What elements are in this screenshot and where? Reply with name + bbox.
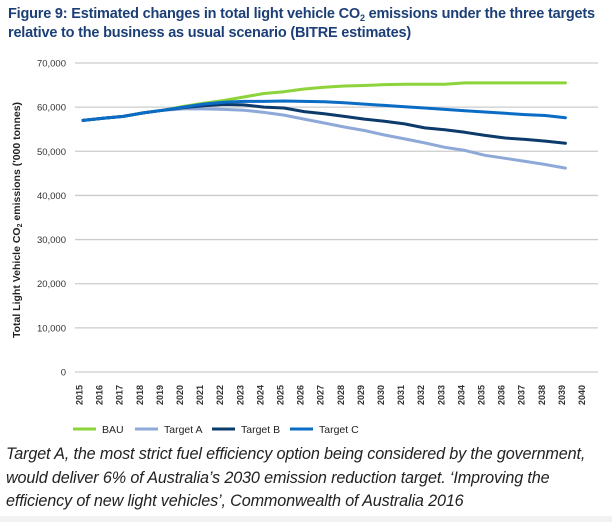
y-tick-label: 20,000 — [37, 279, 66, 290]
x-tick-label: 2023 — [235, 385, 245, 405]
x-tick-label: 2038 — [537, 385, 547, 405]
legend: BAU Target A Target B Target C — [73, 424, 359, 436]
x-tick-label: 2036 — [497, 385, 507, 405]
x-tick-label: 2015 — [75, 385, 85, 405]
y-axis-title-main: Total Light Vehicle CO — [11, 227, 23, 338]
x-tick-label: 2032 — [416, 385, 426, 405]
y-tick-label: 60,000 — [37, 103, 66, 114]
line-chart: Total Light Vehicle CO2 emissions ('000 … — [11, 59, 598, 436]
legend-item-target-a: Target A — [135, 424, 203, 436]
x-tick-labels: 2015 2016 2017 2018 2019 2020 2021 2022 2023 2024… — [75, 385, 588, 405]
footer-shade — [0, 516, 612, 522]
x-tick-label: 2037 — [517, 385, 527, 405]
legend-label: Target B — [241, 424, 280, 436]
figure-title-subscript: 2 — [359, 13, 365, 23]
x-tick-label: 2024 — [255, 385, 265, 405]
x-tick-label: 2030 — [376, 385, 386, 405]
x-tick-label: 2022 — [215, 385, 225, 405]
x-tick-label: 2020 — [175, 385, 185, 405]
x-tick-label: 2017 — [115, 385, 125, 405]
x-tick-label: 2029 — [356, 385, 366, 405]
x-tick-label: 2039 — [557, 385, 567, 405]
y-axis-title-rest: emissions ('000 tonnes) — [11, 102, 23, 224]
figure-title: Figure 9: Estimated changes in total lig… — [8, 5, 608, 43]
series-line-target-a — [81, 107, 567, 170]
x-tick-label: 2025 — [276, 385, 286, 405]
y-tick-label: 40,000 — [37, 191, 66, 202]
series-lines — [81, 81, 567, 170]
x-tick-label: 2027 — [316, 385, 326, 405]
x-tick-label: 2018 — [135, 385, 145, 405]
x-tick-label: 2031 — [396, 385, 406, 405]
legend-item-bau: BAU — [73, 424, 124, 436]
x-tick-label: 2019 — [155, 385, 165, 405]
x-tick-label: 2040 — [577, 385, 587, 405]
legend-label: Target A — [164, 424, 203, 436]
x-tick-label: 2033 — [436, 385, 446, 405]
x-tick-label: 2026 — [296, 385, 306, 405]
gridlines — [75, 62, 598, 373]
x-tick-label: 2035 — [477, 385, 487, 405]
y-axis-title-sub: 2 — [17, 223, 24, 227]
y-tick-label: 50,000 — [37, 147, 66, 158]
y-axis-title: Total Light Vehicle CO2 emissions ('000 … — [11, 102, 24, 338]
x-tick-label: 2028 — [336, 385, 346, 405]
legend-item-target-c: Target C — [290, 424, 359, 436]
series-line-target-c — [81, 99, 567, 122]
y-tick-label: 30,000 — [37, 235, 66, 246]
figure-caption: Target A, the most strict fuel efficienc… — [6, 445, 586, 510]
y-tick-label: 0 — [61, 368, 66, 379]
x-tick-label: 2021 — [195, 385, 205, 405]
y-tick-labels: 0 10,000 20,000 30,000 40,000 50,000 60,000 70,… — [37, 59, 66, 379]
figure-title-part1: Figure 9: Estimated changes in total lig… — [8, 6, 360, 22]
y-tick-label: 10,000 — [37, 323, 66, 334]
x-tick-label: 2016 — [95, 385, 105, 405]
legend-item-target-b: Target B — [212, 424, 280, 436]
legend-label: BAU — [102, 424, 124, 436]
svg-text:Total Light Vehicle CO2 emissi: Total Light Vehicle CO2 emissions ('000 … — [11, 102, 24, 338]
figure-title-part2: emissions under the three targets relati… — [8, 6, 595, 41]
x-tick-label: 2034 — [456, 385, 466, 405]
legend-label: Target C — [319, 424, 359, 436]
y-tick-label: 70,000 — [37, 59, 66, 70]
